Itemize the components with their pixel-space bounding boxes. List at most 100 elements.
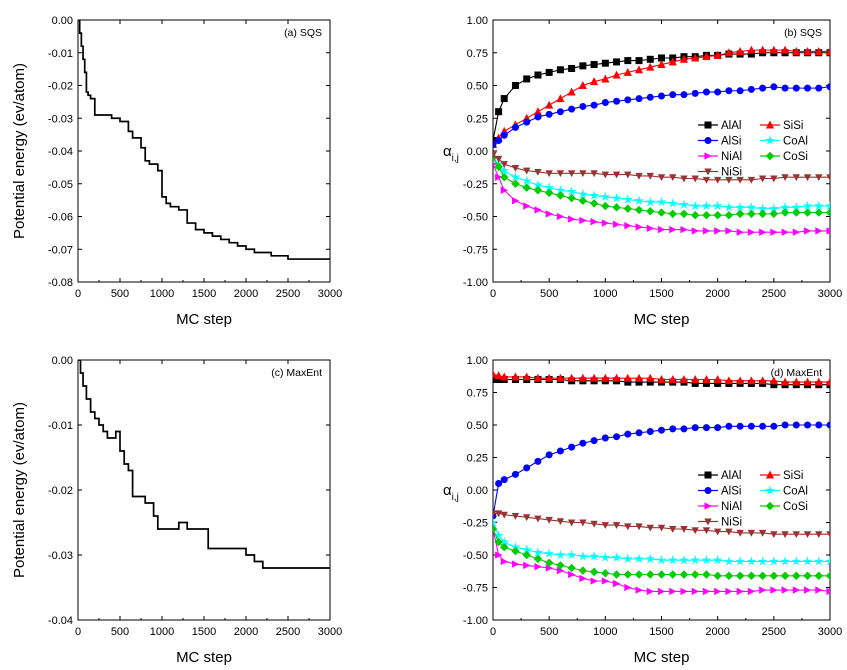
data-point (645, 553, 656, 564)
data-point (824, 200, 830, 211)
y-tick-label: -0.50 (463, 550, 488, 562)
data-point (523, 464, 531, 472)
panel-b: 0 500 1000 1500 2000 2500 3000 1.00 0.75 0.50 0.25… (443, 15, 842, 328)
y-tick-label: -0.04 (48, 146, 73, 158)
data-point (601, 99, 609, 107)
data-point (579, 216, 587, 225)
data-point (770, 586, 778, 594)
y-axis-label: αi,j (443, 143, 459, 164)
data-point (758, 376, 767, 385)
data-point (523, 561, 531, 570)
data-point (758, 45, 767, 54)
data-point (493, 369, 498, 378)
data-point (735, 571, 745, 581)
data-point (725, 87, 733, 95)
data-point (657, 375, 666, 384)
data-point (668, 209, 677, 219)
data-point (781, 84, 789, 92)
data-point (646, 373, 655, 382)
legend-label: SiSi (783, 470, 803, 482)
data-point (814, 208, 823, 217)
data-point (534, 113, 542, 121)
data-point (826, 421, 830, 429)
data-point (780, 377, 790, 386)
data-point (578, 81, 587, 89)
data-point (668, 57, 677, 66)
data-point (768, 556, 779, 566)
data-point (556, 373, 565, 382)
data-point (815, 84, 823, 92)
x-tick-label: 3000 (818, 626, 842, 638)
legend-marker (704, 121, 712, 129)
data-point (500, 511, 508, 519)
data-point (568, 215, 576, 223)
data-point (567, 519, 576, 527)
data-point (601, 171, 610, 179)
series-line (78, 360, 330, 569)
data-point (612, 70, 621, 79)
data-point (500, 542, 509, 552)
data-point (824, 556, 830, 566)
y-tick-label: -0.75 (463, 583, 488, 595)
data-point (735, 556, 746, 566)
x-axis-label: MC step (634, 649, 690, 666)
data-point (769, 209, 779, 219)
x-tick-label: 0 (490, 626, 496, 638)
plot-frame (77, 19, 331, 283)
data-point (702, 587, 711, 596)
data-point (635, 429, 643, 437)
data-point (493, 140, 497, 148)
data-point (579, 439, 587, 447)
data-point (532, 547, 543, 557)
data-point (723, 202, 734, 212)
y-tick-label: -0.25 (463, 179, 488, 191)
data-point (635, 57, 643, 65)
data-point (781, 228, 789, 236)
data-point (624, 430, 632, 438)
data-point (792, 208, 801, 217)
data-point (680, 175, 688, 183)
data-point (680, 525, 688, 533)
x-tick-label: 3000 (318, 626, 342, 638)
legend-label: CoSi (783, 151, 808, 163)
data-point (612, 171, 621, 179)
data-point (623, 204, 633, 213)
data-point (736, 376, 745, 385)
data-point (568, 64, 576, 72)
data-point (713, 528, 722, 536)
data-point (792, 46, 801, 55)
data-point (634, 373, 644, 382)
data-point (568, 443, 576, 451)
data-point (679, 570, 689, 579)
data-point (813, 556, 824, 566)
y-tick-label: -0.02 (48, 81, 73, 93)
data-point (612, 522, 621, 529)
panel-c: 0 500 1000 1500 2000 2500 3000 0.00 -0.01 -0.02 -0… (11, 355, 342, 666)
data-point (680, 91, 688, 99)
data-point (769, 571, 779, 581)
data-point (522, 167, 531, 175)
data-point (702, 527, 711, 535)
data-point (523, 202, 531, 210)
data-point (702, 88, 710, 96)
data-point (590, 437, 598, 445)
data-point (792, 174, 801, 182)
data-point (723, 556, 734, 566)
data-point (495, 551, 503, 559)
data-point (613, 97, 621, 105)
data-point (736, 422, 744, 430)
x-tick-label: 2000 (234, 288, 258, 300)
data-point (590, 170, 598, 178)
data-point (826, 531, 830, 539)
legend-label: CoSi (783, 501, 808, 513)
data-point (712, 200, 723, 211)
data-point (746, 202, 757, 212)
data-point (714, 227, 722, 235)
x-tick-label: 500 (540, 626, 558, 638)
data-point (804, 227, 812, 235)
data-point (679, 375, 689, 384)
legend-marker (704, 152, 712, 160)
data-point (500, 186, 509, 194)
data-point (724, 571, 734, 581)
